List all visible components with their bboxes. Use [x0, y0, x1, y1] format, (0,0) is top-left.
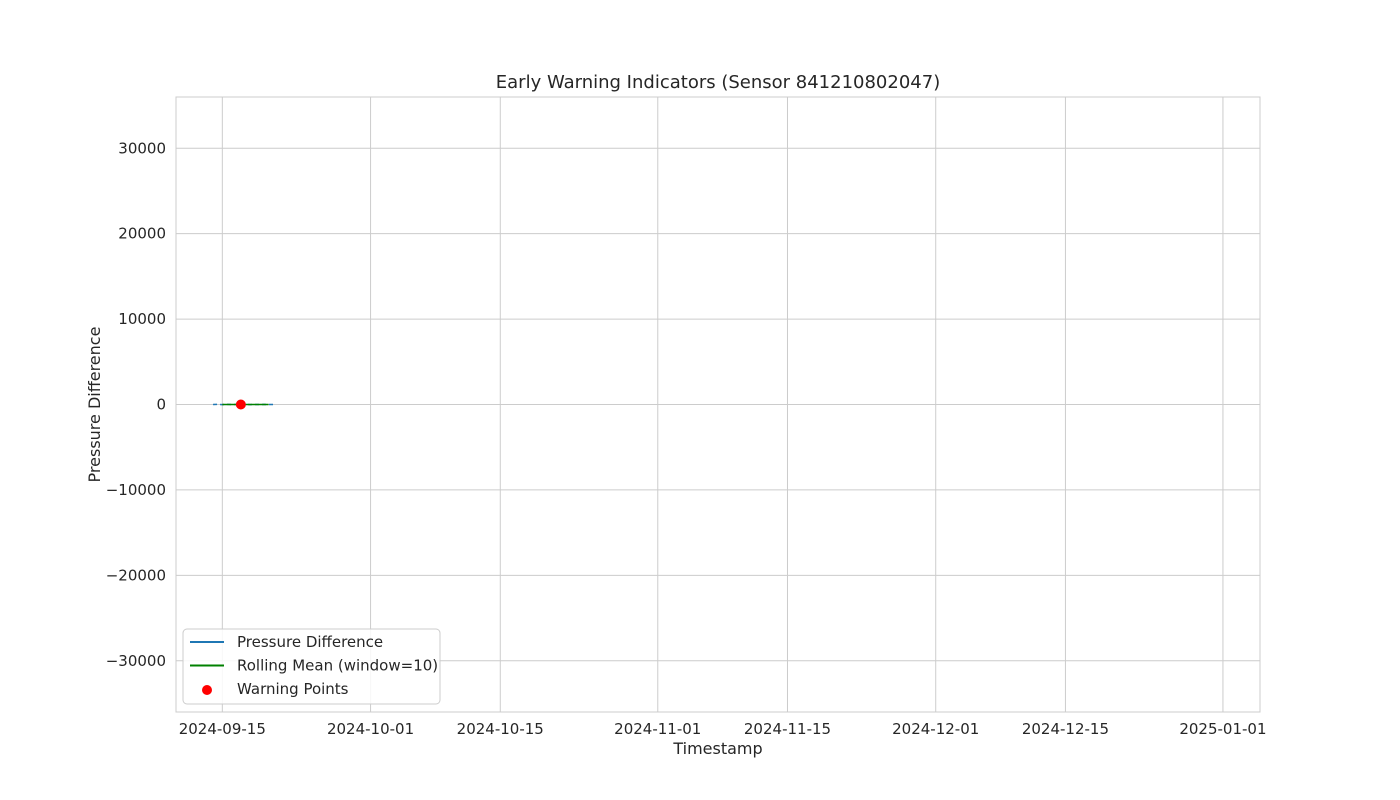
series-layer [213, 399, 274, 410]
x-tick-label: 2025-01-01 [1179, 720, 1266, 738]
plot-frame [175, 96, 1261, 713]
x-tick-label: 2024-09-15 [179, 720, 266, 738]
legend-label: Rolling Mean (window=10) [237, 657, 438, 675]
x-tick-label: 2024-11-15 [744, 720, 831, 738]
legend-label: Pressure Difference [237, 633, 383, 651]
x-axis-title: Timestamp [672, 739, 762, 758]
y-tick-label: −30000 [106, 652, 166, 670]
legend-label: Warning Points [237, 680, 349, 698]
x-tick-label: 2024-10-01 [327, 720, 414, 738]
legend: Pressure Difference Rolling Mean (window=… [182, 628, 441, 705]
y-axis-title: Pressure Difference [85, 327, 104, 483]
x-tick-label: 2024-10-15 [457, 720, 544, 738]
ticks: 2024-09-15 2024-10-01 2024-10-15 2024-11-01… [106, 139, 1267, 738]
y-tick-label: −10000 [106, 481, 166, 499]
y-tick-label: 10000 [118, 310, 166, 328]
y-tick-label: 0 [156, 396, 166, 414]
legend-swatch [202, 685, 212, 695]
y-tick-label: −20000 [106, 566, 166, 584]
legend-box [182, 628, 441, 705]
x-tick-label: 2024-12-15 [1022, 720, 1109, 738]
x-tick-label: 2024-12-01 [892, 720, 979, 738]
chart-title: Early Warning Indicators (Sensor 8412108… [496, 72, 940, 93]
y-tick-label: 30000 [118, 139, 166, 157]
warning-point [235, 399, 246, 410]
x-tick-label: 2024-11-01 [614, 720, 701, 738]
y-tick-label: 20000 [118, 225, 166, 243]
grid [176, 97, 1260, 712]
